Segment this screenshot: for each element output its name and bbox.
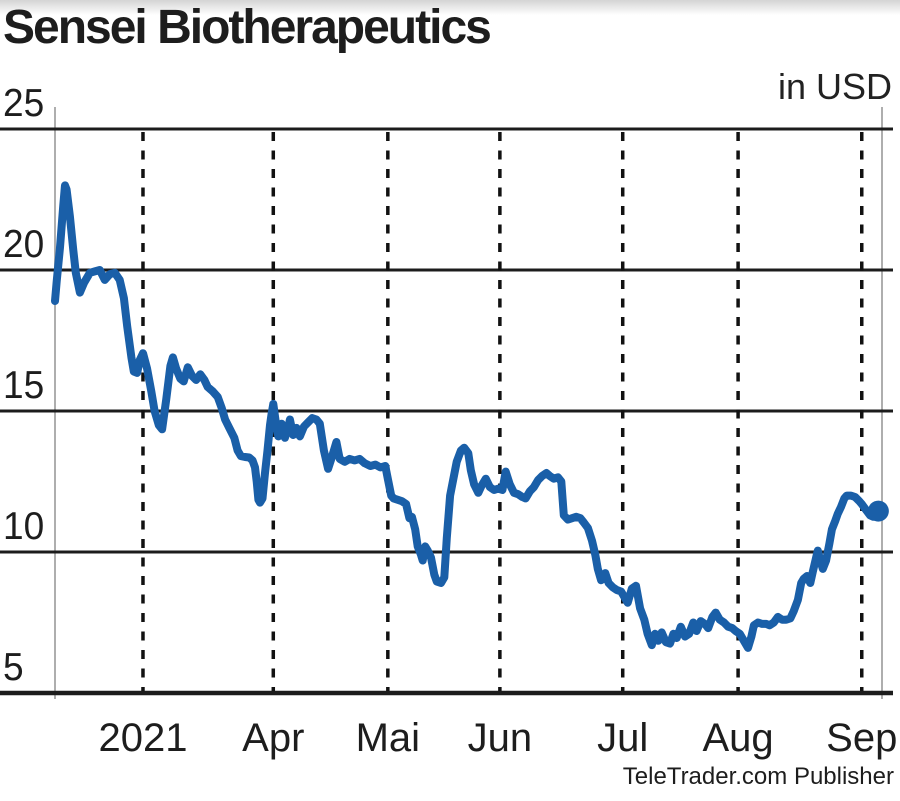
y-tick-label-5: 5 [3,646,24,689]
y-tick-label-20: 20 [3,223,45,266]
top-fade-band [0,0,900,15]
chart-title: Sensei Biotherapeutics [3,1,492,54]
x-tick-label-2021: 2021 [98,716,188,760]
x-tick-label-Sep: Sep [826,716,898,760]
x-tick-label-Jun: Jun [467,716,533,760]
x-tick-label-Jul: Jul [597,716,649,760]
price-line [51,181,883,652]
x-tick-label-Aug: Aug [702,716,774,760]
unit-label: in USD [777,66,892,107]
x-tick-label-Apr: Apr [242,716,305,760]
source-credit: TeleTrader.com Publisher [622,763,894,790]
last-price-dot [867,500,889,522]
y-tick-label-25: 25 [3,82,45,125]
y-tick-label-15: 15 [3,364,45,407]
y-tick-label-10: 10 [3,505,45,548]
x-tick-label-Mai: Mai [355,716,421,760]
